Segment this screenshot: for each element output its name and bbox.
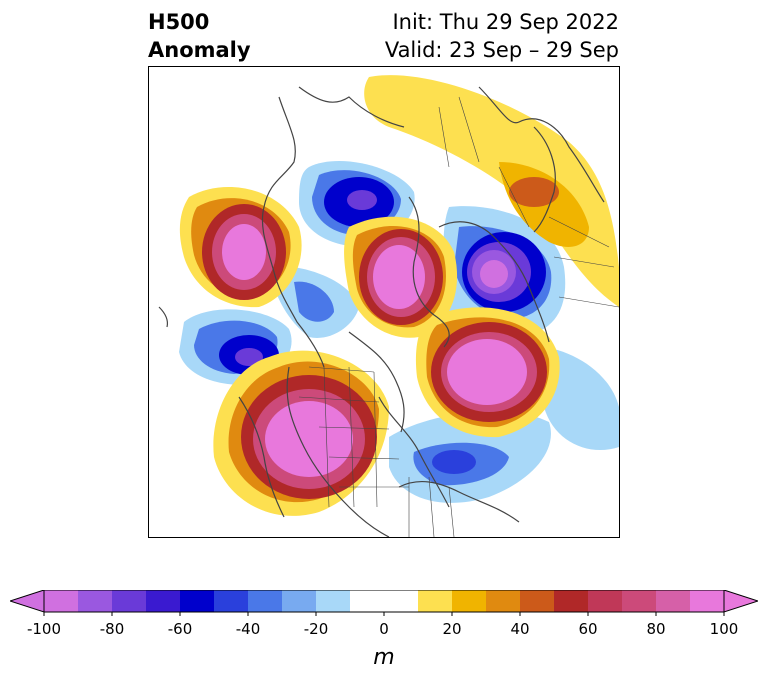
colorbar-tick-label: 0 — [379, 620, 389, 638]
colorbar-tick-label: -60 — [167, 620, 193, 638]
borders — [298, 96, 619, 537]
title-field: H500 — [148, 10, 210, 34]
title-right: Init: Thu 29 Sep 2022 Valid: 23 Sep – 29… — [385, 8, 619, 64]
colorbar-segment — [214, 590, 248, 612]
coastlines — [158, 86, 605, 537]
colorbar-tick-label: -20 — [303, 620, 329, 638]
colorbar-over-arrow — [723, 590, 758, 613]
colorbar-segment — [112, 590, 146, 612]
colorbar-segment — [656, 590, 690, 612]
negative-anomaly-core — [219, 177, 546, 474]
colorbar — [10, 590, 758, 616]
title-left: H500 Anomaly — [148, 8, 251, 64]
colorbar-segment — [690, 590, 724, 612]
colorbar-segment — [350, 590, 418, 612]
colorbar-tick-label: -80 — [99, 620, 125, 638]
colorbar-segment — [146, 590, 180, 612]
map-canvas — [158, 75, 619, 537]
colorbar-segment — [316, 590, 350, 612]
colorbar-segment — [282, 590, 316, 612]
colorbar-segment — [248, 590, 282, 612]
colorbar-tick-label: 100 — [709, 620, 739, 638]
colorbar-under-arrow — [10, 590, 45, 613]
colorbar-tick-label: 80 — [646, 620, 666, 638]
colorbar-tick-label: -40 — [235, 620, 261, 638]
colorbar-tick-label: 60 — [578, 620, 598, 638]
colorbar-segment — [588, 590, 622, 612]
colorbar-segment — [180, 590, 214, 612]
colorbar-tick-label: 20 — [442, 620, 462, 638]
colorbar-segment — [554, 590, 588, 612]
title-field-type: Anomaly — [148, 38, 251, 62]
colorbar-segment — [520, 590, 554, 612]
anomaly-map — [148, 66, 620, 538]
positive-anomaly-core — [212, 214, 537, 489]
colorbar-units: m — [373, 645, 395, 670]
colorbar-segment — [44, 590, 78, 612]
valid-period: Valid: 23 Sep – 29 Sep — [384, 38, 619, 62]
colorbar-tick-label: -100 — [26, 620, 62, 638]
colorbar-segment — [418, 590, 452, 612]
colorbar-tick-label: 40 — [510, 620, 530, 638]
colorbar-segment — [486, 590, 520, 612]
colorbar-segment — [78, 590, 112, 612]
init-time: Init: Thu 29 Sep 2022 — [392, 10, 619, 34]
colorbar-segment — [622, 590, 656, 612]
colorbar-segment — [452, 590, 486, 612]
